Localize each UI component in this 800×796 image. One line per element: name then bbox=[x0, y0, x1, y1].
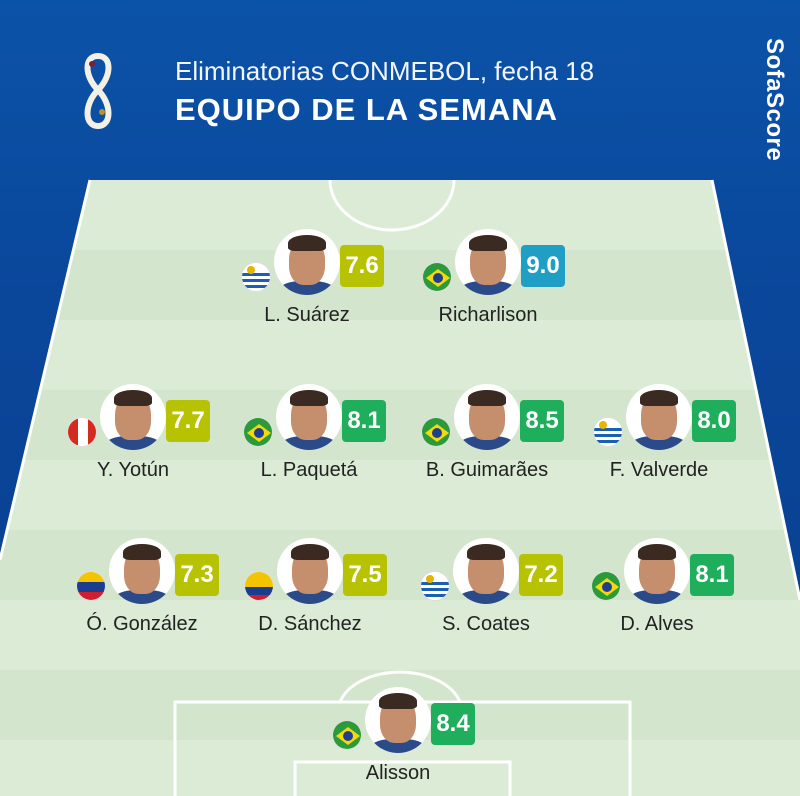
brazil-flag-icon bbox=[421, 417, 451, 447]
competition-title: Eliminatorias CONMEBOL, fecha 18 bbox=[175, 56, 595, 86]
player-rating: 9.0 bbox=[521, 245, 565, 287]
peru-flag-icon bbox=[67, 417, 97, 447]
player-photo bbox=[454, 384, 520, 450]
player-photo bbox=[624, 538, 690, 604]
world-cup-logo bbox=[84, 53, 112, 130]
player-rating: 7.2 bbox=[519, 554, 563, 596]
uruguay-flag-icon bbox=[593, 417, 623, 447]
player-name: D. Alves bbox=[620, 613, 694, 635]
colombia-flag-icon bbox=[244, 571, 274, 601]
player-rating: 8.1 bbox=[342, 400, 386, 442]
player-rating: 8.4 bbox=[431, 703, 475, 745]
player-photo bbox=[455, 229, 521, 295]
player-rating: 7.5 bbox=[343, 554, 387, 596]
brazil-flag-icon bbox=[591, 571, 621, 601]
player-name: Richarlison bbox=[438, 304, 538, 326]
player-photo bbox=[277, 538, 343, 604]
brazil-flag-icon bbox=[243, 417, 273, 447]
brazil-flag-icon bbox=[332, 720, 362, 750]
player-photo bbox=[274, 229, 340, 295]
player-name: L. Paquetá bbox=[260, 459, 358, 481]
player-name: Alisson bbox=[365, 762, 431, 784]
player-rating: 8.0 bbox=[692, 400, 736, 442]
player-photo bbox=[276, 384, 342, 450]
player-name: F. Valverde bbox=[609, 459, 709, 481]
player-name: S. Coates bbox=[442, 613, 530, 635]
page-title: EQUIPO DE LA SEMANA bbox=[175, 92, 558, 127]
player-photo bbox=[453, 538, 519, 604]
player-name: Y. Yotún bbox=[97, 459, 169, 481]
player-rating: 7.6 bbox=[340, 245, 384, 287]
uruguay-flag-icon bbox=[420, 571, 450, 601]
player-photo bbox=[109, 538, 175, 604]
sofascore-logo: SofaScore bbox=[761, 38, 788, 162]
venezuela-flag-icon bbox=[76, 571, 106, 601]
player-name: B. Guimarães bbox=[425, 459, 549, 481]
player-photo bbox=[365, 687, 431, 753]
uruguay-flag-icon bbox=[241, 262, 271, 292]
player-rating: 8.5 bbox=[520, 400, 564, 442]
player-photo bbox=[100, 384, 166, 450]
brazil-flag-icon bbox=[422, 262, 452, 292]
player-name: L. Suárez bbox=[264, 304, 350, 326]
player-rating: 7.3 bbox=[175, 554, 219, 596]
player-name: Ó. González bbox=[86, 613, 198, 635]
player-name: D. Sánchez bbox=[258, 613, 362, 635]
player-rating: 7.7 bbox=[166, 400, 210, 442]
player-rating: 8.1 bbox=[690, 554, 734, 596]
player-photo bbox=[626, 384, 692, 450]
